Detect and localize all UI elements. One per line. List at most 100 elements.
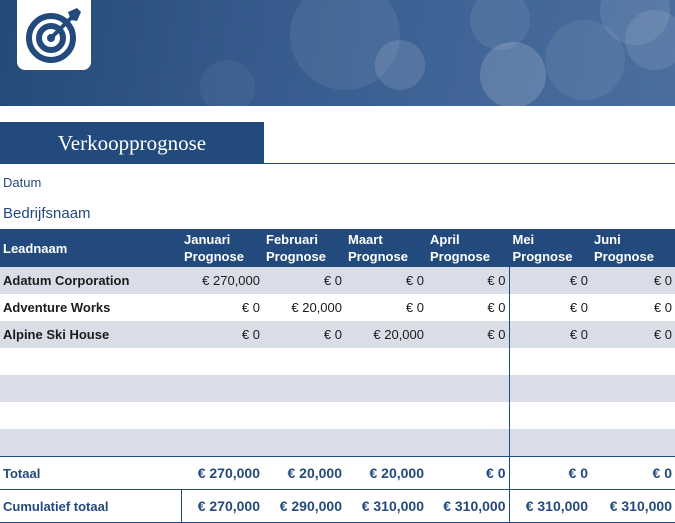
month-sublabel: Prognose [512,249,573,264]
empty-row [0,348,675,375]
forecast-cell[interactable]: € 20,000 [345,321,427,348]
cumulative-total-cell[interactable]: € 310,000 [591,489,675,523]
empty-cell[interactable] [427,375,510,402]
total-cell[interactable]: € 0 [591,456,675,490]
bokeh-decoration [625,10,675,70]
empty-cell[interactable] [509,348,591,375]
lead-name-cell[interactable]: Alpine Ski House [0,321,181,348]
empty-cell[interactable] [591,375,675,402]
column-header-leadname[interactable]: Leadnaam [0,229,181,267]
empty-row [0,375,675,402]
empty-cell[interactable] [263,375,345,402]
total-cell[interactable]: € 0 [509,456,591,490]
bokeh-decoration [375,40,425,90]
bokeh-decoration [545,20,625,100]
forecast-cell[interactable]: € 0 [263,267,345,294]
column-header-month[interactable]: Juni Prognose [591,229,675,267]
forecast-cell[interactable]: € 0 [181,294,263,321]
empty-cell[interactable] [509,375,591,402]
forecast-cell[interactable]: € 0 [427,294,510,321]
cumulative-total-cell[interactable]: € 310,000 [427,489,510,523]
month-sublabel: Prognose [184,249,244,264]
empty-cell[interactable] [181,429,263,457]
forecast-cell[interactable]: € 0 [591,321,675,348]
total-row: Totaal € 270,000 € 20,000 € 20,000 € 0 €… [0,456,675,490]
empty-cell[interactable] [509,402,591,429]
lead-name-cell[interactable]: Adatum Corporation [0,267,181,294]
month-sublabel: Prognose [594,249,654,264]
date-field[interactable]: Datum [3,175,42,190]
forecast-cell[interactable]: € 0 [591,267,675,294]
empty-cell[interactable] [591,429,675,457]
empty-cell[interactable] [591,402,675,429]
column-header-month[interactable]: Mei Prognose [509,229,591,267]
column-header-month[interactable]: April Prognose [427,229,510,267]
cumulative-total-cell[interactable]: € 310,000 [509,489,591,523]
total-cell[interactable]: € 20,000 [345,456,427,490]
title-divider [264,163,675,164]
month-label: April [430,232,460,247]
cumulative-total-cell[interactable]: € 290,000 [263,489,345,523]
forecast-cell[interactable]: € 0 [591,294,675,321]
empty-cell[interactable] [181,402,263,429]
table-row: Adventure Works € 0 € 20,000 € 0 € 0 € 0… [0,294,675,321]
empty-cell[interactable] [263,429,345,457]
cumulative-total-cell[interactable]: € 310,000 [345,489,427,523]
month-sublabel: Prognose [430,249,490,264]
empty-cell[interactable] [345,375,427,402]
month-sublabel: Prognose [266,249,326,264]
empty-cell[interactable] [263,348,345,375]
bokeh-decoration [470,0,530,50]
total-label: Totaal [0,456,181,490]
forecast-cell[interactable]: € 0 [345,294,427,321]
empty-cell[interactable] [427,402,510,429]
empty-cell[interactable] [0,348,181,375]
cumulative-total-label: Cumulatief totaal [0,489,182,523]
empty-cell[interactable] [345,348,427,375]
forecast-cell[interactable]: € 0 [509,267,591,294]
empty-cell[interactable] [0,429,181,457]
forecast-cell[interactable]: € 0 [181,321,263,348]
empty-cell[interactable] [345,402,427,429]
total-cell[interactable]: € 20,000 [263,456,345,490]
column-header-month[interactable]: Maart Prognose [345,229,427,267]
empty-cell[interactable] [427,348,510,375]
company-name-field[interactable]: Bedrijfsnaam [3,205,91,222]
table-row: Alpine Ski House € 0 € 0 € 20,000 € 0 € … [0,321,675,348]
target-icon [26,8,81,63]
forecast-table: Leadnaam Januari Prognose Februari Prognos… [0,229,675,523]
month-label: Maart [348,232,383,247]
forecast-cell[interactable]: € 0 [509,321,591,348]
empty-cell[interactable] [0,375,181,402]
empty-cell[interactable] [263,402,345,429]
month-label: Februari [266,232,319,247]
empty-cell[interactable] [345,429,427,457]
table-row: Adatum Corporation € 270,000 € 0 € 0 € 0… [0,267,675,294]
lead-name-cell[interactable]: Adventure Works [0,294,181,321]
month-label: Januari [184,232,231,247]
forecast-cell[interactable]: € 0 [263,321,345,348]
total-cell[interactable]: € 270,000 [181,456,263,490]
total-cell[interactable]: € 0 [427,456,510,490]
empty-cell[interactable] [0,402,181,429]
forecast-cell[interactable]: € 0 [427,321,510,348]
empty-cell[interactable] [181,348,263,375]
empty-cell[interactable] [427,429,510,457]
column-header-month[interactable]: Januari Prognose [181,229,263,267]
forecast-cell[interactable]: € 270,000 [181,267,263,294]
forecast-cell[interactable]: € 0 [509,294,591,321]
month-label: Juni [594,232,621,247]
forecast-cell[interactable]: € 20,000 [263,294,345,321]
empty-cell[interactable] [591,348,675,375]
page-title: Verkoopprognose [0,122,264,164]
empty-cell[interactable] [509,429,591,457]
header-banner [0,0,675,106]
cumulative-total-cell[interactable]: € 270,000 [181,489,263,523]
month-sublabel: Prognose [348,249,408,264]
empty-row [0,429,675,457]
forecast-cell[interactable]: € 0 [427,267,510,294]
column-header-month[interactable]: Februari Prognose [263,229,345,267]
cumulative-total-row: Cumulatief totaal € 270,000 € 290,000 € … [0,489,675,523]
empty-cell[interactable] [181,375,263,402]
forecast-cell[interactable]: € 0 [345,267,427,294]
